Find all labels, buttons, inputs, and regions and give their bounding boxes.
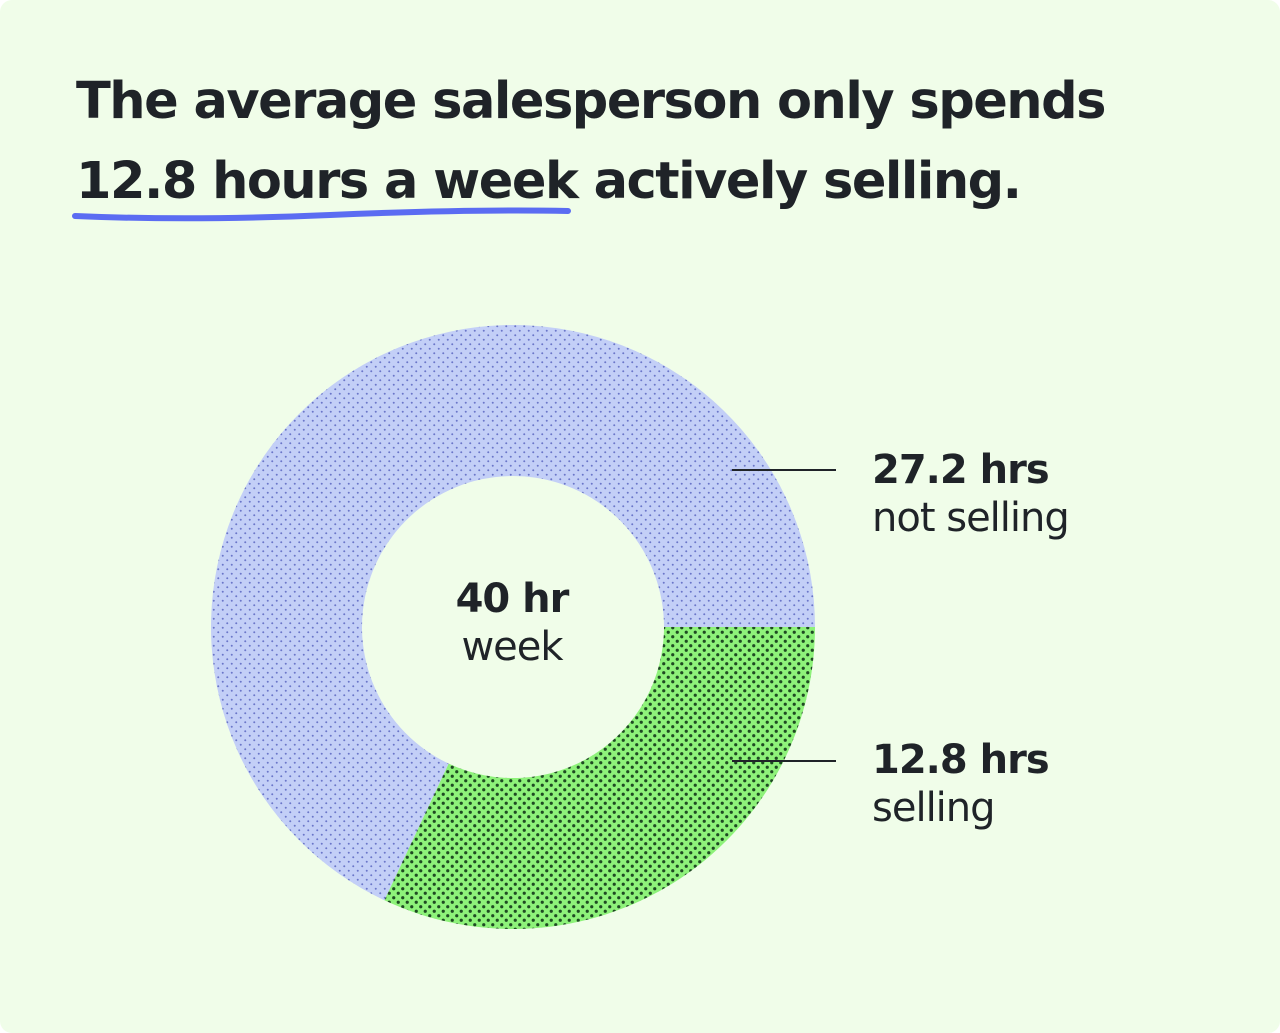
headline-highlight: 12.8 hours a week — [76, 152, 579, 211]
label-not-selling-value: 27.2 hrs — [872, 447, 1050, 493]
label-selling-value: 12.8 hrs — [872, 737, 1050, 783]
leader-lines — [732, 469, 836, 762]
center-label: 40 hr week — [412, 575, 612, 671]
headline-line-1: The average salesperson only spends — [76, 72, 1106, 131]
label-selling-name: selling — [872, 785, 996, 831]
highlight-underline — [72, 207, 571, 222]
underline-stroke — [72, 207, 571, 222]
label-not-selling-name: not selling — [872, 495, 1070, 541]
headline-line-2: 12.8 hours a week actively selling. — [76, 142, 1226, 222]
headline-rest: actively selling. — [577, 152, 1022, 211]
center-unit: week — [461, 624, 563, 670]
slice-selling — [384, 627, 815, 929]
center-value: 40 hr — [455, 576, 570, 622]
headline: The average salesperson only spends 12.8… — [76, 62, 1226, 222]
slice-not-selling — [210, 325, 816, 901]
slices-group — [210, 325, 816, 929]
label-not-selling: 27.2 hrs not selling — [872, 446, 1070, 542]
label-selling: 12.8 hrs selling — [872, 736, 1050, 832]
